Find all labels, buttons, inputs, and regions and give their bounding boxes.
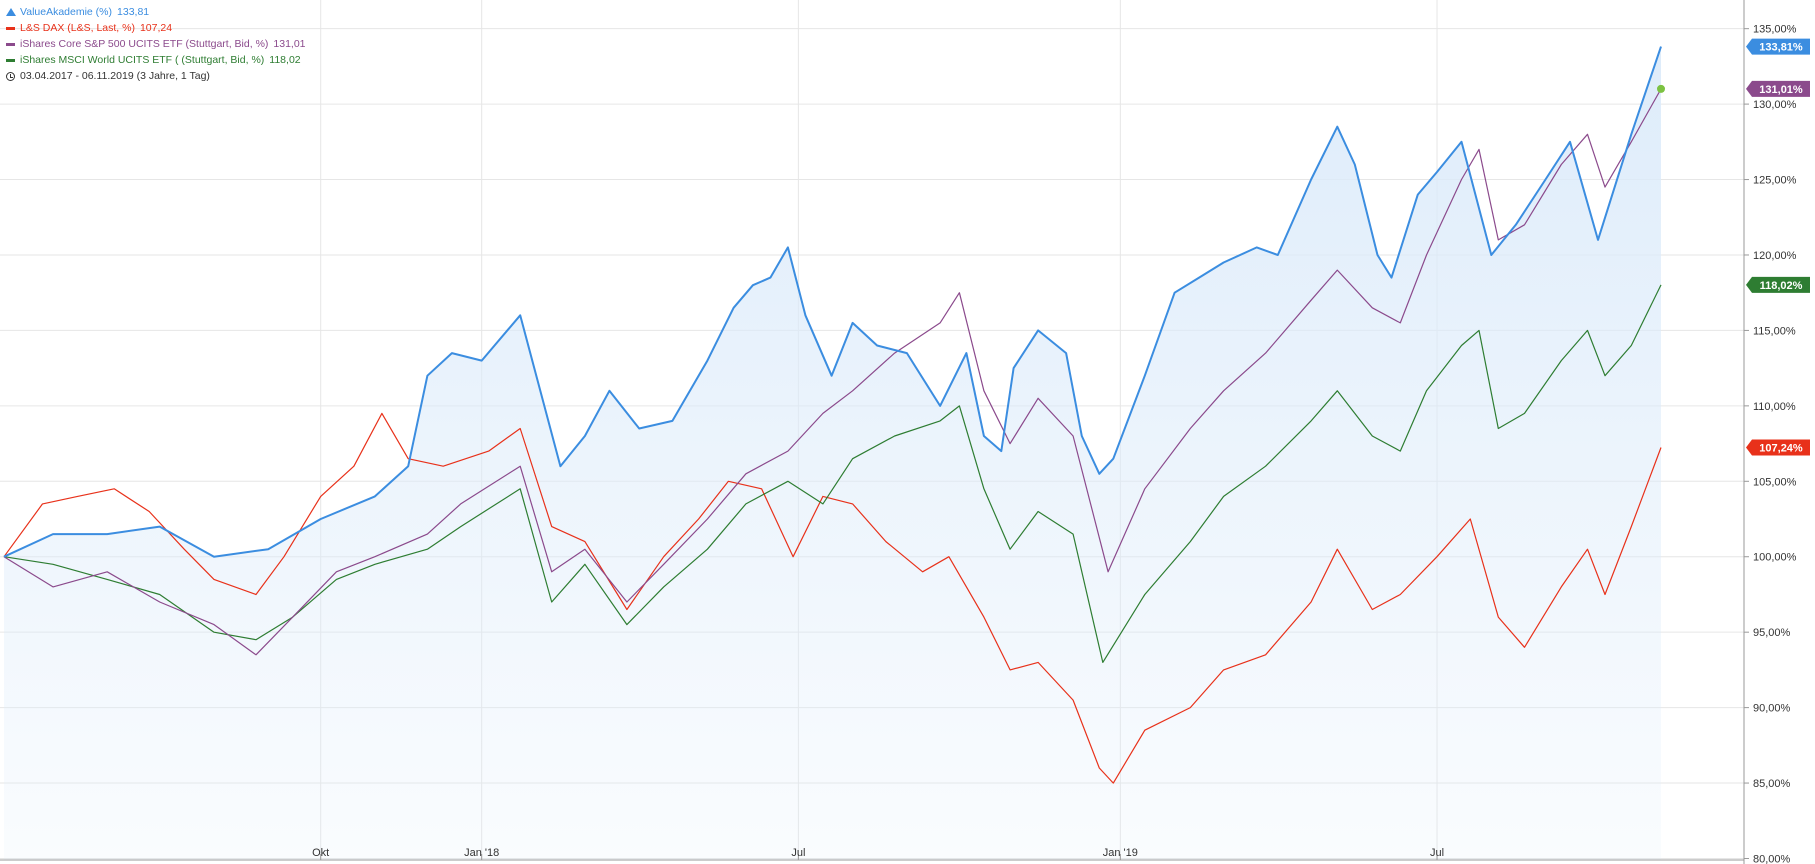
y-tick-label: 85,00% — [1753, 778, 1791, 790]
y-tick-label: 90,00% — [1753, 703, 1791, 715]
y-tick-label: 100,00% — [1753, 552, 1797, 564]
legend-value: 107,24 — [139, 22, 173, 34]
date-range: 03.04.2017 - 06.11.2019 (3 Jahre, 1 Tag) — [6, 68, 306, 84]
y-tick-label: 80,00% — [1753, 853, 1791, 864]
x-tick-label: Jul — [791, 847, 805, 859]
series-line-msci — [3, 284, 1662, 663]
legend-value: 131,01 — [273, 38, 306, 50]
y-tick-label: 95,00% — [1753, 627, 1791, 639]
end-badge-sp500: 131,01% — [1746, 80, 1810, 97]
badge-shape — [1746, 439, 1810, 456]
x-tick-label: Okt — [312, 847, 329, 859]
series-line-dax — [3, 412, 1662, 784]
y-tick-label: 120,00% — [1753, 250, 1797, 262]
y-tick-label: 130,00% — [1753, 99, 1797, 111]
series-line-sp500 — [3, 88, 1662, 656]
end-badge-valueakademie: 133,81% — [1746, 38, 1810, 55]
area-series-icon — [6, 8, 16, 16]
legend-item-dax[interactable]: L&S DAX (L&S, Last, %) 107,24 — [6, 20, 306, 36]
series-area-valueakademie — [4, 46, 1661, 861]
series-line-valueakademie — [3, 46, 1662, 558]
badge-label: 133,81% — [1759, 42, 1803, 54]
badge-shape — [1746, 38, 1810, 55]
end-point-dot — [1657, 84, 1665, 93]
badge-label: 107,24% — [1759, 443, 1803, 455]
legend-item-sp500[interactable]: iShares Core S&P 500 UCITS ETF (Stuttgar… — [6, 36, 306, 52]
y-tick-label: 125,00% — [1753, 175, 1797, 187]
y-tick-label: 110,00% — [1753, 401, 1796, 413]
legend-label: iShares Core S&P 500 UCITS ETF (Stuttgar… — [20, 38, 269, 50]
y-tick-label: 115,00% — [1753, 325, 1796, 337]
legend-label: ValueAkademie (%) — [20, 6, 113, 18]
end-badge-msci: 118,02% — [1746, 276, 1810, 293]
badge-shape — [1746, 276, 1810, 293]
chart-legend: ValueAkademie (%) 133,81 L&S DAX (L&S, L… — [6, 4, 306, 84]
x-tick-label: Jan '18 — [464, 847, 499, 859]
end-badge-dax: 107,24% — [1746, 439, 1810, 456]
line-series-icon — [6, 26, 15, 30]
legend-value: 133,81 — [117, 6, 150, 18]
area-layer — [4, 46, 1661, 861]
badge-label: 131,01% — [1759, 84, 1803, 96]
x-tick-label: Jul — [1430, 847, 1444, 859]
legend-item-msci[interactable]: iShares MSCI World UCITS ETF ( (Stuttgar… — [6, 52, 306, 68]
line-series-icon — [6, 58, 15, 62]
end-value-badges: 107,24% 118,02% 131,01% 133,81% — [1746, 38, 1810, 456]
date-range-text: 03.04.2017 - 06.11.2019 (3 Jahre, 1 Tag) — [20, 70, 210, 82]
y-tick-label: 105,00% — [1753, 476, 1797, 488]
badge-shape — [1746, 80, 1810, 97]
badge-label: 118,02% — [1760, 280, 1803, 292]
line-series-icon — [6, 42, 15, 46]
legend-label: iShares MSCI World UCITS ETF ( (Stuttgar… — [20, 54, 265, 66]
legend-label: L&S DAX (L&S, Last, %) — [20, 22, 135, 34]
series-lines — [3, 46, 1665, 784]
clock-icon — [6, 71, 15, 81]
y-tick-label: 135,00% — [1753, 24, 1797, 36]
legend-value: 118,02 — [269, 54, 301, 66]
legend-item-valueakademie[interactable]: ValueAkademie (%) 133,81 — [6, 4, 306, 20]
x-tick-label: Jan '19 — [1103, 847, 1138, 859]
